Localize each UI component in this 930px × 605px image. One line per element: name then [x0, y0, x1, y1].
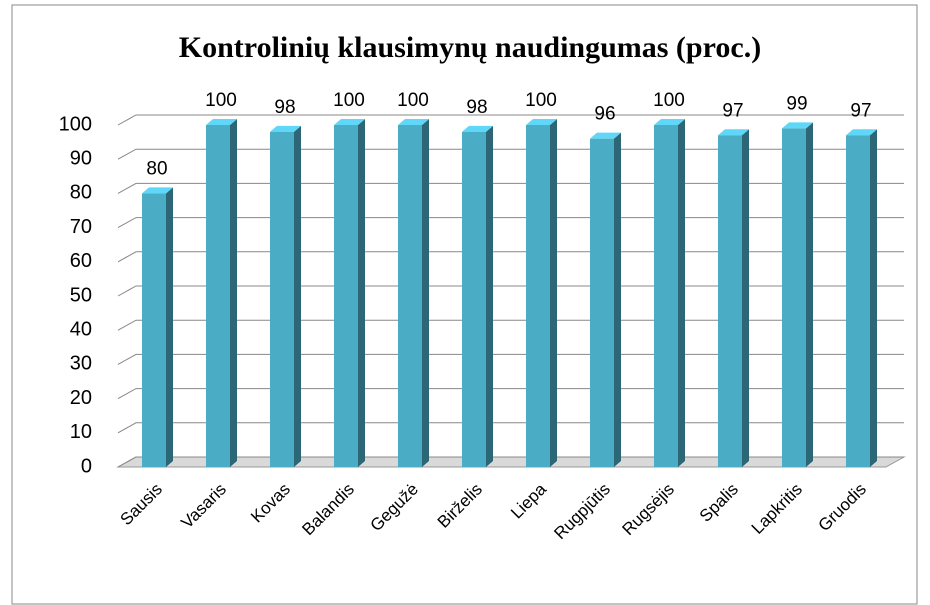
grid-line: [117, 217, 904, 229]
value-label: 100: [333, 90, 365, 111]
bar-side: [166, 187, 173, 467]
y-tick-label: 90: [70, 147, 92, 169]
bar-side: [614, 132, 621, 467]
bar: [142, 193, 166, 467]
bar-top: [718, 129, 749, 136]
y-tick-label: 100: [59, 113, 92, 135]
bar: [206, 125, 230, 467]
bar-top: [334, 119, 365, 125]
value-label: 98: [274, 97, 295, 118]
bar-side: [422, 119, 429, 467]
y-tick-label: 10: [70, 421, 92, 443]
bar: [462, 131, 486, 467]
bar-side: [870, 129, 877, 467]
bar: [782, 128, 806, 468]
y-tick-label: 80: [70, 182, 92, 204]
value-label: 98: [466, 97, 487, 118]
y-tick-label: 20: [70, 387, 92, 409]
bar: [718, 135, 742, 467]
value-label: 100: [397, 90, 429, 111]
grid-line: [117, 114, 904, 126]
bar-side: [230, 119, 237, 467]
bar: [654, 125, 678, 467]
y-tick-label: 0: [81, 455, 92, 477]
bar-side: [678, 119, 685, 467]
bar: [590, 138, 614, 467]
bar-side: [486, 125, 493, 467]
value-label: 97: [722, 100, 743, 121]
value-label: 96: [594, 104, 615, 125]
y-tick-label: 30: [70, 353, 92, 375]
value-label: 99: [786, 93, 807, 114]
bar-side: [742, 129, 749, 467]
value-label: 97: [850, 100, 871, 121]
y-tick-label: 70: [70, 216, 92, 238]
grid-line: [117, 148, 904, 160]
bar-top: [654, 119, 685, 125]
grid-line: [117, 388, 904, 400]
y-tick-label: 50: [70, 284, 92, 306]
bar-top: [782, 122, 813, 129]
value-label: 100: [525, 90, 557, 111]
bar: [398, 125, 422, 467]
grid-line: [117, 319, 904, 331]
bar-top: [398, 119, 429, 125]
value-label: 80: [146, 158, 167, 179]
bar-top: [846, 129, 877, 136]
bar-top: [270, 125, 301, 132]
bar-side: [550, 119, 557, 467]
chart-title: Kontrolinių klausimynų naudingumas (proc…: [179, 31, 761, 64]
y-tick-label: 40: [70, 318, 92, 340]
grid-line: [117, 285, 904, 297]
grid-line: [117, 182, 904, 194]
grid-line: [117, 353, 904, 365]
grid-line: [117, 422, 904, 434]
bar-side: [806, 122, 813, 468]
value-label: 100: [653, 90, 685, 111]
bar: [846, 135, 870, 467]
bar-side: [358, 119, 365, 467]
bar: [526, 125, 550, 467]
grid-line: [117, 251, 904, 263]
bar-top: [142, 187, 173, 194]
value-label: 100: [205, 90, 237, 111]
bar-top: [526, 119, 557, 125]
bar-top: [462, 125, 493, 132]
bar: [270, 131, 294, 467]
bar: [334, 125, 358, 467]
y-tick-label: 60: [70, 250, 92, 272]
bar-top: [590, 132, 621, 139]
bar-side: [294, 125, 301, 467]
grid-line: [117, 456, 904, 468]
bar-top: [206, 119, 237, 125]
